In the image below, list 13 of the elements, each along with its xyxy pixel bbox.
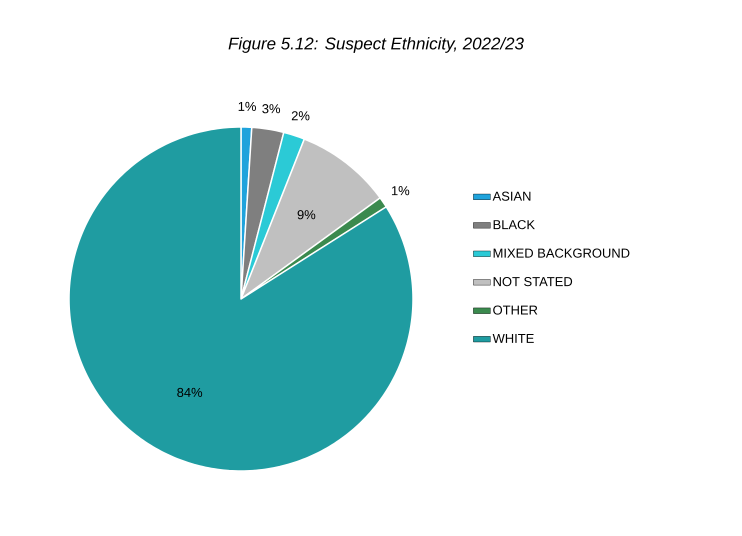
legend-label: NOT STATED [494,277,572,286]
legend-label: MIXED BACKGROUND [494,248,630,258]
data-label: 9% [298,210,316,220]
data-label: 1% [392,186,410,196]
legend-label: ASIAN [492,192,530,201]
data-label: 1% [238,102,256,111]
legend-label: BLACK [494,220,535,230]
chart-title: Figure 5.12: Suspect Ethnicity, 2022/23 [228,37,524,53]
data-label: 3% [262,104,280,114]
legend-label: OTHER [493,305,538,315]
data-label: 84% [177,388,202,398]
data-label: 2% [292,111,310,120]
legend-label: WHITE [492,334,534,343]
